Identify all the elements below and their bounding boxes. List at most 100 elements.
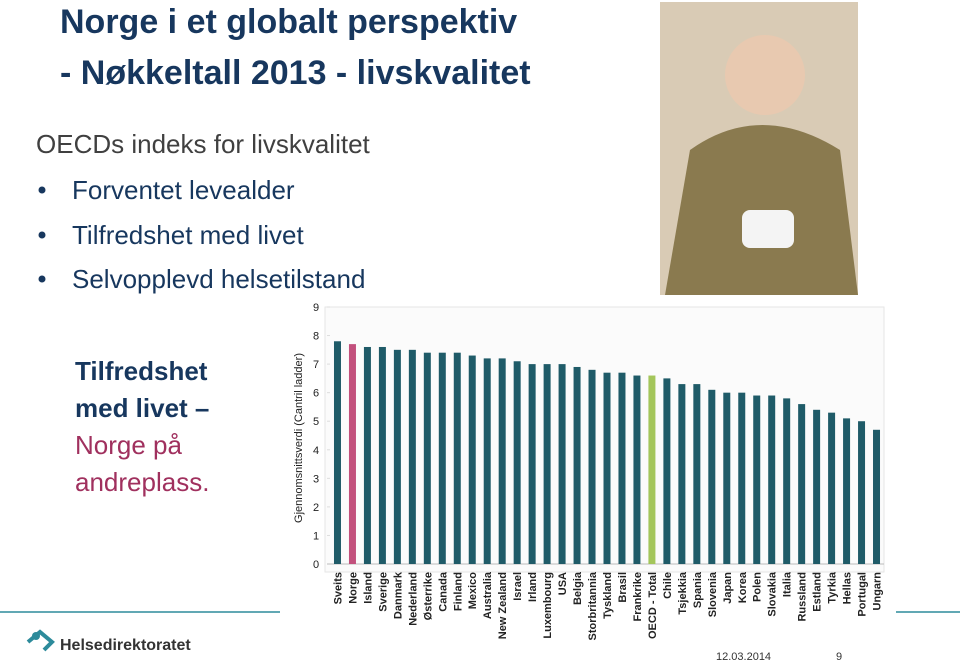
bar [633,375,641,564]
bar [678,384,686,564]
bar [543,364,551,564]
bar [363,346,371,564]
photo-cup [742,210,794,248]
y-tick-label: 7 [313,359,319,371]
x-tick-label: New Zealand [497,572,509,639]
bar [348,344,356,564]
bullets: Forventet levealder Tilfredshet med live… [38,175,365,294]
title: Norge i et globalt perspektiv [60,3,517,41]
bar [423,352,431,564]
title: - Nøkkeltall 2013 - livskvalitet [60,54,531,92]
x-tick-label: Østerrike [422,572,434,620]
logo-mark [26,629,55,652]
bar [393,349,401,564]
logo-icon [26,629,55,652]
bar [468,355,476,564]
bar [333,341,341,564]
bar [858,421,866,564]
x-tick-label: Portugal [857,572,869,617]
bullet: Tilfredshet med livet [72,220,304,250]
callout-highlight: andreplass. [75,467,209,497]
bar [528,364,536,564]
bar [783,398,791,564]
y-tick-label: 4 [313,445,319,457]
y-axis-label: Gjennomsnittsverdi (Cantril ladder) [293,353,305,523]
x-tick-label: Nederland [407,572,419,626]
y-tick-label: 9 [313,302,319,314]
bar [513,361,521,564]
bar [378,346,386,564]
x-tick-label: Chile [662,572,674,599]
x-tick-label: Frankrike [632,572,644,622]
y-tick-label: 0 [313,559,319,571]
x-tick-label: Luxembourg [542,572,554,639]
bullet: Forventet levealder [72,175,295,205]
bar [558,364,566,564]
y-tick-label: 2 [313,502,319,514]
x-tick-label: Island [362,572,374,604]
x-tick-label: Danmark [392,571,404,619]
bullet-dot [38,186,46,194]
x-tick-label: Irland [527,572,539,602]
x-tick-label: Polen [752,572,764,602]
x-tick-label: Korea [737,571,749,603]
bar [453,352,461,564]
bar [798,404,806,564]
x-tick-label: Canada [437,571,449,612]
bar [708,389,716,564]
x-tick-label: Sverige [377,572,389,612]
bar [813,409,821,564]
x-tick-label: Norge [347,572,359,604]
x-tick-label: Tyskland [602,572,614,619]
logo-text: Helsedirektoratet [60,637,191,654]
bar [438,352,446,564]
photo-face [725,35,805,115]
callout: med livet – [75,393,209,423]
x-tick-label: Tsjekkia [677,571,689,614]
y-tick-label: 5 [313,416,319,428]
bar [828,412,836,564]
bar [498,358,506,564]
bullet-dot [38,231,46,239]
page-number: 9 [836,651,842,661]
callout-highlight: Norge på [75,430,182,460]
y-tick-label: 6 [313,388,319,400]
bar [843,418,851,564]
x-tick-label: Russland [797,572,809,622]
x-tick-label: Belgia [572,571,584,605]
bar [753,395,761,564]
bar [723,392,731,564]
bar [483,358,491,564]
x-tick-label: Ungarn [872,572,884,611]
bar [588,369,596,564]
x-tick-label: Sveits [332,572,344,604]
bar [873,429,881,564]
x-tick-label: Australia [482,571,494,619]
subtitle: OECDs indeks for livskvalitet [36,129,371,159]
x-tick-label: Storbritannia [587,571,599,640]
x-tick-label: USA [557,572,569,595]
y-tick-label: 3 [313,473,319,485]
x-tick-label: Japan [722,572,734,604]
bar [663,378,671,564]
bar [573,366,581,564]
bar [603,372,611,564]
x-tick-label: Slovenia [707,571,719,617]
bullet-dot [38,275,46,283]
date: 12.03.2014 [716,651,771,661]
bar [738,392,746,564]
y-tick-label: 1 [313,530,319,542]
x-tick-label: Spania [692,571,704,608]
bar [618,372,626,564]
x-tick-label: Mexico [467,572,479,610]
x-tick-label: Slovakia [767,571,779,617]
x-tick-label: OECD - Total [647,572,659,639]
x-tick-label: Israel [512,572,524,601]
x-tick-label: Estland [812,572,824,612]
bar [693,384,701,564]
callout: Tilfredshet [75,356,208,386]
bullet: Selvopplevd helsetilstand [72,264,365,294]
bar [768,395,776,564]
x-tick-label: Hellas [842,572,854,604]
